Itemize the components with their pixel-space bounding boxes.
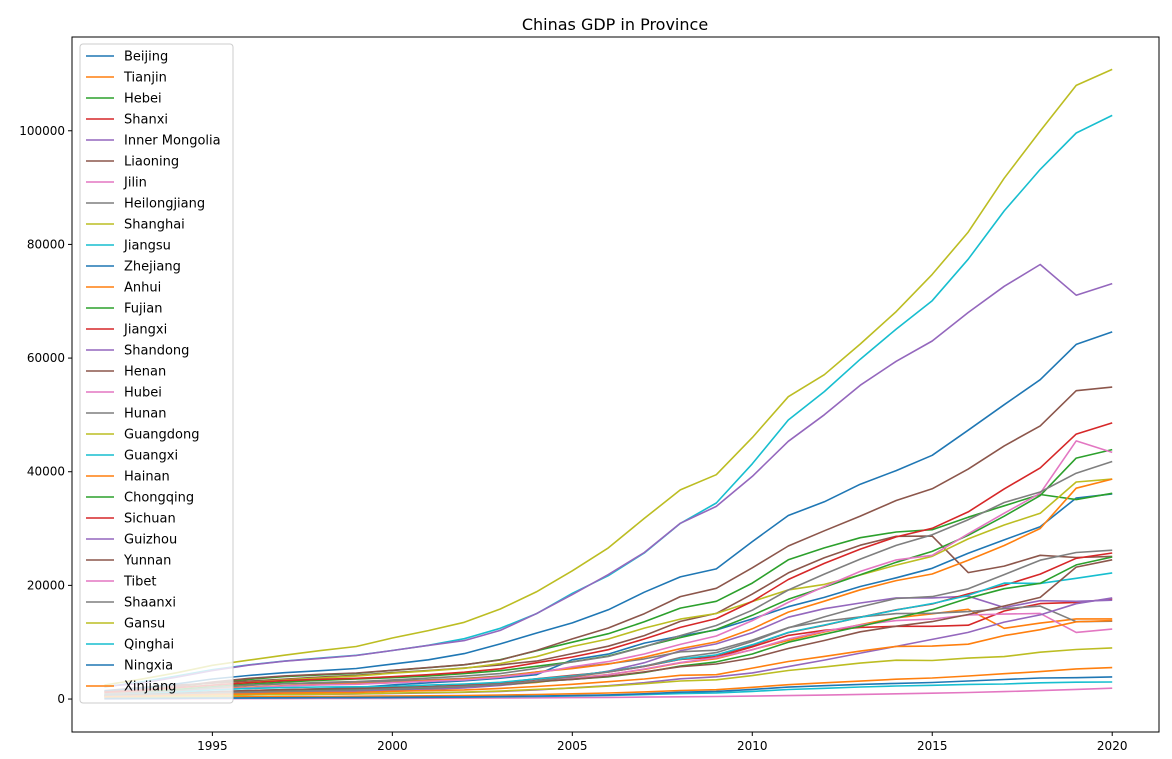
y-tick-label: 20000: [27, 578, 65, 592]
axis-ticks: 1995 2000 2005 2010 2015 2020 0 20000 40000 60000…: [19, 124, 1127, 753]
legend: Beijing Tianjin Hebei Shanxi Inner Mongolia L…: [79, 43, 234, 704]
series-line-hubei: [104, 440, 1113, 696]
legend-label-jiangxi: Jiangxi: [123, 323, 167, 338]
series-lines: [104, 68, 1113, 700]
series-line-zhejiang: [104, 331, 1113, 692]
y-tick-label: 60000: [27, 351, 65, 365]
legend-label-ningxia: Ningxia: [124, 659, 173, 674]
legend-label-qinghai: Qinghai: [124, 638, 174, 653]
legend-label-guangxi: Guangxi: [124, 449, 178, 464]
legend-label-guizhou: Guizhou: [124, 533, 177, 548]
x-tick-label: 2020: [1097, 739, 1128, 753]
series-line-shandong: [104, 263, 1113, 688]
series-line-guangdong: [104, 68, 1113, 686]
y-tick-label: 100000: [19, 124, 65, 138]
legend-label-liaoning: Liaoning: [124, 155, 179, 170]
legend-label-hebei: Hebei: [124, 92, 162, 107]
legend-label-henan: Henan: [124, 365, 166, 380]
legend-label-sichuan: Sichuan: [124, 512, 176, 527]
legend-label-heilongjiang: Heilongjiang: [124, 197, 205, 212]
legend-label-gansu: Gansu: [124, 617, 165, 632]
legend-label-chongqing: Chongqing: [124, 491, 194, 506]
x-tick-label: 1995: [197, 739, 228, 753]
plot-area: [71, 36, 1160, 733]
legend-label-hainan: Hainan: [124, 470, 170, 485]
legend-label-shanghai: Shanghai: [124, 218, 185, 233]
x-tick-label: 2010: [737, 739, 768, 753]
series-line-shaanxi: [104, 549, 1113, 697]
legend-label-hubei: Hubei: [124, 386, 162, 401]
series-line-xinjiang: [104, 619, 1113, 698]
legend-label-inner-mongolia: Inner Mongolia: [124, 134, 221, 149]
series-line-gansu: [104, 647, 1113, 698]
legend-label-shaanxi: Shaanxi: [124, 596, 176, 611]
legend-label-jiangsu: Jiangsu: [123, 239, 171, 254]
x-tick-label: 2000: [377, 739, 408, 753]
legend-label-fujian: Fujian: [124, 302, 162, 317]
series-line-ningxia: [104, 676, 1113, 700]
x-tick-label: 2005: [557, 739, 588, 753]
series-line-sichuan: [104, 422, 1113, 694]
series-line-henan: [104, 386, 1113, 693]
chart-title: Chinas GDP in Province: [522, 15, 708, 34]
legend-label-tibet: Tibet: [123, 575, 157, 590]
legend-label-xinjiang: Xinjiang: [124, 680, 176, 695]
series-line-yunnan: [104, 559, 1113, 697]
legend-label-shanxi: Shanxi: [124, 113, 168, 128]
y-tick-label: 0: [57, 692, 65, 706]
legend-label-beijing: Beijing: [124, 50, 168, 65]
legend-label-guangdong: Guangdong: [124, 428, 199, 443]
legend-label-shandong: Shandong: [124, 344, 189, 359]
x-tick-label: 2015: [917, 739, 948, 753]
legend-label-anhui: Anhui: [124, 281, 161, 296]
legend-label-tianjin: Tianjin: [123, 71, 167, 86]
y-tick-label: 80000: [27, 237, 65, 251]
legend-box: [79, 43, 234, 704]
y-tick-label: 40000: [27, 465, 65, 479]
legend-label-yunnan: Yunnan: [123, 554, 171, 569]
series-line-hainan: [104, 666, 1113, 699]
legend-label-hunan: Hunan: [124, 407, 166, 422]
legend-label-jilin: Jilin: [123, 176, 147, 191]
series-line-hunan: [104, 460, 1113, 695]
legend-label-zhejiang: Zhejiang: [124, 260, 181, 275]
